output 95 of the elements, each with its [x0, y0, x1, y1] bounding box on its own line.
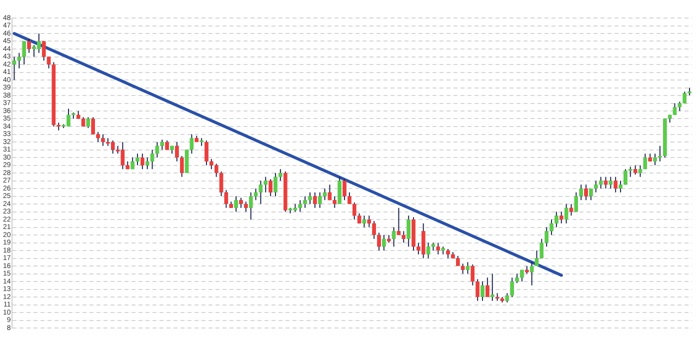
candlestick	[342, 178, 346, 201]
candlestick	[598, 176, 603, 189]
candlestick	[658, 145, 662, 162]
candlestick	[515, 273, 519, 284]
candlestick	[476, 278, 480, 302]
candlestick	[402, 230, 406, 244]
candlestick	[244, 201, 248, 212]
candlestick	[589, 188, 593, 201]
candlestick	[145, 157, 150, 170]
candlestick	[332, 196, 336, 208]
candlestick	[328, 184, 332, 201]
candlestick	[190, 134, 194, 154]
candlestick	[550, 219, 554, 236]
candlestick	[318, 192, 322, 208]
candlestick	[22, 40, 26, 65]
candlestick	[682, 91, 686, 104]
candlestick	[490, 273, 494, 302]
candlestick	[560, 211, 564, 224]
candlestick	[604, 176, 608, 189]
candlestick	[219, 170, 224, 197]
candlestick	[614, 176, 618, 193]
candlestick	[136, 153, 140, 166]
candlestick	[564, 204, 568, 224]
candlestick	[569, 204, 574, 216]
candlestick	[406, 215, 410, 248]
candlestick	[239, 197, 243, 208]
candlestick	[234, 196, 238, 212]
candlestick	[352, 202, 356, 220]
candlestick	[530, 262, 534, 286]
candlestick	[303, 196, 307, 208]
candlestick	[42, 40, 46, 62]
candlestick	[165, 140, 169, 150]
candlestick	[436, 242, 440, 255]
candlestick	[486, 277, 490, 298]
candlestick	[579, 184, 583, 201]
candlestick	[396, 207, 401, 236]
candlestick	[446, 248, 450, 259]
candlestick	[594, 180, 598, 193]
candlestick	[362, 215, 366, 228]
candlestick	[12, 56, 16, 80]
candlestick	[653, 153, 657, 166]
candlestick	[322, 188, 327, 201]
candlestick	[480, 281, 484, 302]
candlestick	[426, 242, 430, 259]
candlestick	[17, 52, 22, 69]
candlestick	[628, 166, 632, 178]
candlestick	[140, 153, 144, 170]
candlestick	[86, 116, 90, 129]
candlestick	[150, 149, 154, 170]
candlestick	[357, 212, 362, 224]
candlestick	[258, 180, 263, 204]
candlestick	[274, 172, 278, 197]
candlestick	[643, 153, 648, 170]
candlestick	[268, 178, 272, 197]
candlestick	[574, 192, 578, 212]
candlestick	[633, 164, 638, 176]
candlestick	[175, 142, 179, 162]
candlestick	[249, 192, 253, 220]
candlestick	[214, 163, 218, 178]
candlestick	[96, 131, 100, 142]
candlestick	[264, 176, 268, 193]
candlestick	[618, 180, 622, 193]
candlestick	[505, 292, 510, 303]
candlestick	[278, 168, 282, 182]
candlestick	[672, 102, 677, 116]
candlestick	[466, 262, 470, 274]
candlestick	[254, 188, 258, 201]
candlestick	[460, 263, 465, 274]
candlestick	[210, 158, 214, 170]
candlestick	[204, 140, 208, 166]
candlestick	[101, 134, 105, 146]
candlestick	[372, 220, 376, 240]
candlestick	[382, 234, 386, 251]
candlestick	[608, 176, 613, 189]
candlestick	[392, 226, 396, 248]
candlestick	[678, 101, 682, 112]
candlestick	[540, 238, 544, 259]
candlestick	[367, 215, 371, 228]
candlestick	[27, 38, 31, 54]
candlestick	[534, 250, 539, 266]
candlestick	[155, 142, 160, 158]
candlestick	[584, 184, 588, 201]
candlestick	[224, 190, 228, 208]
candlestick	[338, 176, 342, 204]
candlestick	[91, 116, 95, 135]
candlestick	[313, 192, 317, 208]
candlestick	[377, 232, 381, 251]
candlestick	[554, 211, 558, 228]
candlestick	[544, 226, 548, 248]
candlestick	[638, 164, 642, 178]
candlestick	[298, 200, 302, 212]
candlestick	[308, 192, 312, 204]
candlestick	[510, 277, 514, 298]
candlestick	[160, 139, 164, 150]
candlestick	[624, 168, 628, 186]
